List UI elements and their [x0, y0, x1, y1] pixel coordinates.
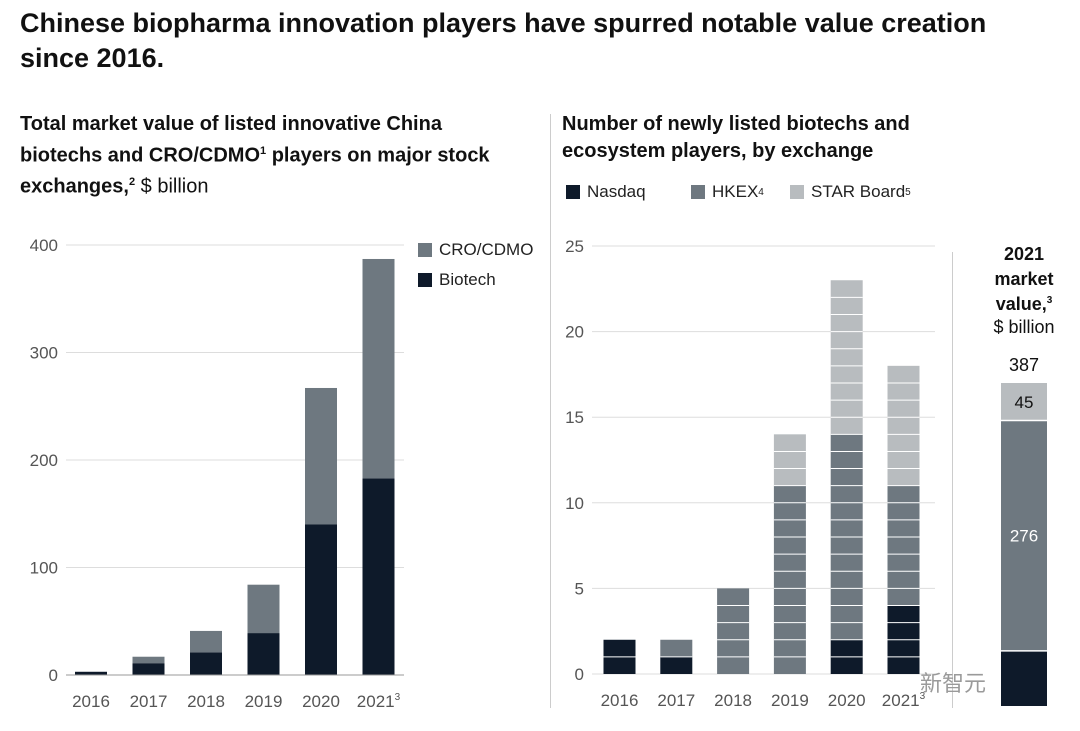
bar-crocdmo-2019 — [247, 584, 280, 634]
x-tick-label-right: 2019 — [771, 691, 809, 710]
bar-starboard-2019 — [773, 434, 806, 486]
left-title-part-1: Total market value of listed innovative … — [20, 113, 442, 167]
side-title-line: value,3 — [996, 294, 1053, 314]
x-tick-label-left: 2016 — [72, 692, 110, 711]
bar-crocdmo-2021 — [362, 258, 395, 479]
bar-starboard-2021 — [887, 365, 920, 486]
y-tick-label-left: 300 — [30, 344, 58, 363]
side-title-unit: $ billion — [993, 317, 1054, 337]
x-tick-label-left: 2020 — [302, 692, 340, 711]
footnote-2-marker: 2 — [128, 175, 136, 188]
legend-item-star: STAR Board 5 — [790, 182, 911, 202]
y-tick-label-right: 5 — [575, 579, 584, 598]
legend-label-biotech: Biotech — [439, 270, 496, 289]
bar-crocdmo-2018 — [190, 630, 222, 653]
y-tick-label-left: 100 — [30, 559, 58, 578]
legend-swatch-star — [790, 185, 804, 199]
legend-label-cro: CRO/CDMO — [439, 240, 534, 259]
left-chart-title: Total market value of listed innovative … — [20, 111, 520, 200]
left-title-unit: $ billion — [135, 175, 209, 198]
y-tick-label-left: 400 — [30, 236, 58, 255]
legend-swatch-cro — [418, 243, 432, 257]
watermark: 新智元 — [920, 672, 987, 697]
legend-swatch-hkex — [691, 185, 705, 199]
x-tick-label-left: 2018 — [187, 692, 225, 711]
y-tick-label-right: 15 — [565, 408, 584, 427]
bar-hkex-2017 — [660, 639, 693, 657]
footnote-4-marker: 4 — [758, 186, 764, 198]
side-divider — [952, 252, 953, 708]
bar-biotech-2020 — [305, 524, 337, 675]
x-tick-label-right: 20213 — [882, 691, 926, 710]
side-bar-nasdaq — [1001, 650, 1047, 706]
x-tick-label-right: 2017 — [657, 691, 695, 710]
legend-label-star: STAR Board — [811, 182, 906, 201]
x-tick-label-left: 2019 — [245, 692, 283, 711]
left-title-part-2: players on major stock exchanges, — [20, 144, 490, 198]
x-tick-label-left: 2017 — [130, 692, 168, 711]
legend-label-nasdaq: Nasdaq — [587, 182, 646, 201]
y-tick-label-right: 20 — [565, 323, 584, 342]
side-bar-value-label: 276 — [1010, 527, 1038, 546]
bar-hkex-2018 — [717, 588, 750, 674]
right-chart-title: Number of newly listed biotechs and ecos… — [562, 113, 910, 162]
side-bar-hkex — [1001, 420, 1047, 651]
side-title-line: 2021 — [1004, 244, 1044, 264]
x-tick-label-left: 20213 — [357, 692, 401, 711]
bar-starboard-2020 — [830, 280, 863, 435]
legend-swatch-biotech — [418, 273, 432, 287]
side-bar-value-label: 45 — [1015, 393, 1034, 412]
footnote-1-marker: 1 — [260, 144, 267, 157]
bar-hkex-2021 — [887, 485, 920, 606]
side-bar-starboard — [1001, 383, 1047, 421]
legend-item-biotech: Biotech — [418, 270, 496, 290]
bar-biotech-2018 — [190, 652, 222, 675]
bar-biotech-2017 — [132, 663, 165, 675]
footnote-5-marker: 5 — [905, 186, 911, 198]
y-tick-label-right: 25 — [565, 237, 584, 256]
legend-label-hkex: HKEX — [712, 182, 759, 201]
bar-nasdaq-2017 — [660, 656, 693, 674]
bar-biotech-2019 — [247, 633, 280, 675]
legend-item-nasdaq: Nasdaq — [566, 182, 646, 202]
bar-crocdmo-2017 — [132, 656, 165, 664]
legend-item-cro: CRO/CDMO — [418, 240, 533, 260]
x-tick-label-right: 2018 — [714, 691, 752, 710]
y-tick-label-left: 0 — [49, 666, 58, 685]
legend-swatch-nasdaq — [566, 185, 580, 199]
bar-biotech-2021 — [362, 478, 395, 675]
x-tick-label-right: 2016 — [601, 691, 639, 710]
x-tick-label-right: 2020 — [828, 691, 866, 710]
page-title: Chinese biopharma innovation players hav… — [20, 8, 987, 73]
y-tick-label-right: 0 — [575, 665, 584, 684]
y-tick-label-right: 10 — [565, 494, 584, 513]
bar-biotech-2016 — [75, 671, 107, 675]
bar-crocdmo-2020 — [305, 387, 337, 525]
vertical-divider — [550, 114, 551, 708]
bar-hkex-2019 — [773, 485, 806, 674]
side-bar-total: 387 — [1009, 355, 1039, 375]
legend-item-hkex: HKEX 4 — [691, 182, 764, 202]
side-title-line: market — [994, 269, 1053, 289]
y-tick-label-left: 200 — [30, 451, 58, 470]
